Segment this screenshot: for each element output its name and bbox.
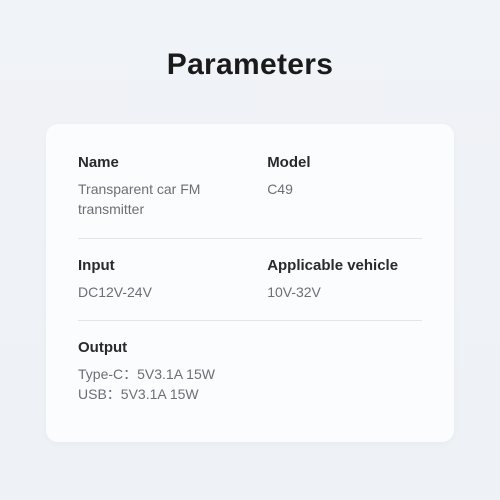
spec-cell-name: Name Transparent car FM transmitter xyxy=(78,154,267,220)
spec-row: Name Transparent car FM transmitter Mode… xyxy=(78,154,422,239)
spec-value: C49 xyxy=(267,179,422,199)
spec-label: Applicable vehicle xyxy=(267,257,422,274)
spec-cell-output: Output Type-C：5V3.1A 15W USB：5V3.1A 15W xyxy=(78,339,422,405)
spec-row: Output Type-C：5V3.1A 15W USB：5V3.1A 15W xyxy=(78,321,422,405)
spec-value: Transparent car FM transmitter xyxy=(78,179,267,220)
spec-value: Type-C：5V3.1A 15W USB：5V3.1A 15W xyxy=(78,364,422,405)
spec-label: Name xyxy=(78,154,267,171)
spec-value: 10V-32V xyxy=(267,282,422,302)
spec-cell-input: Input DC12V-24V xyxy=(78,257,267,302)
page-title: Parameters xyxy=(167,48,333,82)
spec-cell-model: Model C49 xyxy=(267,154,422,220)
spec-value: DC12V-24V xyxy=(78,282,267,302)
spec-label: Output xyxy=(78,339,422,356)
spec-row: Input DC12V-24V Applicable vehicle 10V-3… xyxy=(78,239,422,321)
spec-cell-vehicle: Applicable vehicle 10V-32V xyxy=(267,257,422,302)
spec-card: Name Transparent car FM transmitter Mode… xyxy=(46,124,454,442)
spec-label: Input xyxy=(78,257,267,274)
spec-label: Model xyxy=(267,154,422,171)
